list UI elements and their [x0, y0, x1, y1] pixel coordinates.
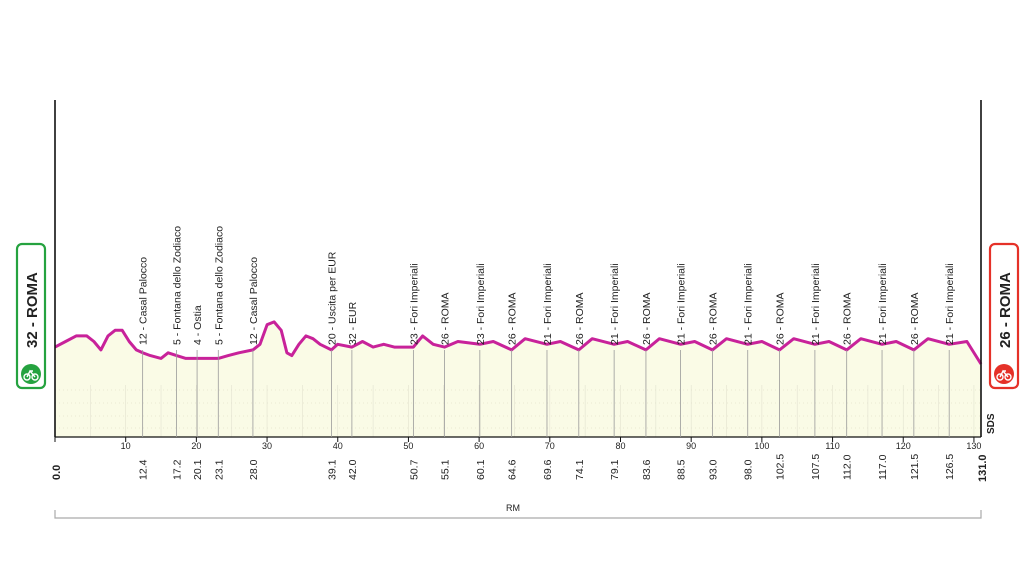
waypoint-km-label: 60.1	[475, 459, 487, 480]
start-badge: 32 - ROMA	[15, 242, 47, 390]
x-tick-label: 60	[474, 441, 484, 451]
waypoint-label: 26 - ROMA	[775, 292, 787, 345]
waypoint-km-label: 107.5	[810, 454, 822, 480]
x-tick-label: 100	[754, 441, 769, 451]
waypoint-label: 21 - Fori Imperiali	[743, 263, 755, 345]
waypoint-km-label: 88.5	[676, 459, 688, 480]
x-tick-label: 30	[262, 441, 272, 451]
plot-area	[54, 320, 983, 437]
waypoint-km-label: 42.0	[347, 459, 359, 480]
waypoint-km-label: 112.0	[842, 454, 854, 480]
waypoint-label: 23 - Fori Imperiali	[408, 263, 420, 345]
waypoint-km-label: 17.2	[172, 459, 184, 480]
waypoint-km-label: 102.5	[775, 454, 787, 480]
waypoint-label: 21 - Fori Imperiali	[944, 263, 956, 345]
waypoint-label: 23 - Fori Imperiali	[475, 263, 487, 345]
waypoint-km-label: 117.0	[877, 454, 889, 480]
bicycle-icon	[994, 364, 1014, 384]
bicycle-icon	[21, 364, 41, 384]
waypoint-km-label: 64.6	[507, 459, 519, 480]
waypoint-label: 26 - ROMA	[842, 292, 854, 345]
x-tick-label: 130	[966, 441, 981, 451]
x-tick-label: 40	[333, 441, 343, 451]
waypoint-km-label: 69.6	[542, 459, 554, 480]
waypoint-label: 5 - Fontana dello Zodiaco	[213, 226, 225, 345]
waypoint-km-label: 55.1	[439, 459, 451, 480]
waypoint-km-label: 39.1	[326, 459, 338, 480]
waypoint-label: 21 - Fori Imperiali	[810, 263, 822, 345]
waypoint-km-label: 93.0	[707, 459, 719, 480]
x-tick-label: 90	[686, 441, 696, 451]
finish-badge: 26 - ROMA	[988, 242, 1020, 390]
waypoint-km-label: 28.0	[248, 459, 260, 480]
waypoint-km-label: 79.1	[609, 459, 621, 480]
waypoint-label: 21 - Fori Imperiali	[877, 263, 889, 345]
waypoint-km-label: 98.0	[743, 459, 755, 480]
waypoint-km-label: 121.5	[909, 454, 921, 480]
x-axis-ticks: 10 20 30 40 50 60 70 80 90 100 110 120 130	[54, 437, 981, 451]
x-tick-label: 120	[896, 441, 911, 451]
x-tick-label: 20	[191, 441, 201, 451]
finish-label: 26 - ROMA	[997, 272, 1014, 348]
waypoint-guides	[142, 350, 950, 437]
waypoint-label: 12 - Casal Palocco	[248, 257, 260, 345]
waypoint-label: 32 - EUR	[347, 301, 359, 345]
waypoint-label: 26 - ROMA	[707, 292, 719, 345]
waypoint-label: 26 - ROMA	[574, 292, 586, 345]
waypoint-km-label: 23.1	[213, 459, 225, 480]
waypoint-label: 21 - Fori Imperiali	[609, 263, 621, 345]
waypoint-label: 26 - ROMA	[909, 292, 921, 345]
x-tick-label: 110	[825, 441, 839, 451]
region-label: RM	[506, 503, 520, 513]
x-tick-label: 80	[615, 441, 625, 451]
waypoint-label: 12 - Casal Palocco	[138, 257, 150, 345]
elevation-line	[54, 320, 983, 365]
x-tick-label: 70	[545, 441, 555, 451]
waypoint-km-label: 74.1	[574, 459, 586, 480]
region-bracket	[54, 510, 982, 519]
waypoint-label: 26 - ROMA	[641, 292, 653, 345]
waypoint-km-label: 20.1	[192, 459, 204, 480]
x-tick-label: 50	[403, 441, 413, 451]
waypoint-labels: 12 - Casal Palocco 12.4 5 - Fontana dello …	[138, 226, 957, 480]
waypoint-label: 20 - Uscita per EUR	[326, 251, 338, 345]
waypoint-km-label: 50.7	[408, 459, 420, 480]
waypoint-label: 21 - Fori Imperiali	[542, 263, 554, 345]
waypoint-km-label: 83.6	[641, 459, 653, 480]
x-tick-label: 10	[121, 441, 131, 451]
waypoint-label: 5 - Fontana dello Zodiaco	[172, 226, 184, 345]
waypoint-label: 21 - Fori Imperiali	[676, 263, 688, 345]
start-label: 32 - ROMA	[24, 272, 41, 348]
waypoint-km-label: 126.5	[944, 454, 956, 480]
start-km-label: 0.0	[51, 465, 63, 480]
waypoint-km-label: 12.4	[138, 459, 150, 480]
profile-area-fill	[55, 321, 981, 437]
waypoint-label: 26 - ROMA	[439, 292, 451, 345]
finish-km-label: 131.0	[977, 454, 989, 482]
sds-label: SDS	[986, 413, 997, 434]
waypoint-label: 4 - Ostia	[192, 305, 204, 345]
waypoint-label: 26 - ROMA	[507, 292, 519, 345]
